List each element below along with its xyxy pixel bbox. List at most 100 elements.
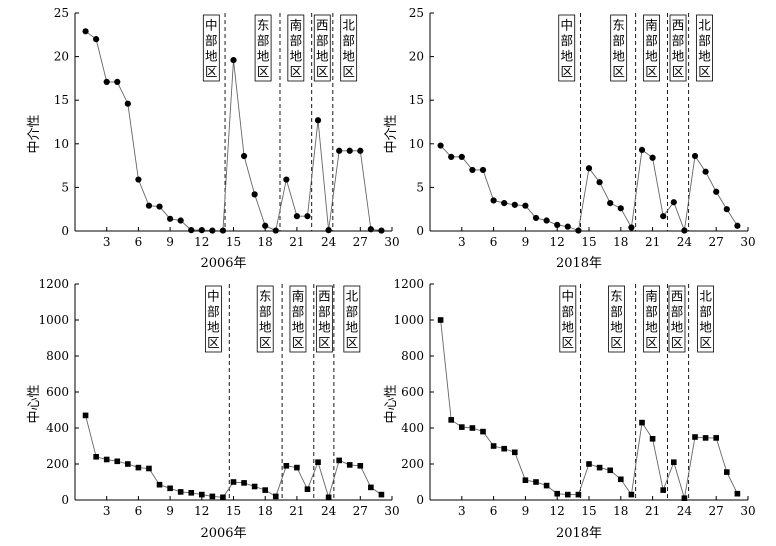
y-tick-label: 0 xyxy=(416,224,424,238)
x-tick-label: 30 xyxy=(384,504,399,518)
data-point xyxy=(543,482,550,489)
data-point xyxy=(512,449,518,456)
region-label: 中部地区 xyxy=(202,14,220,82)
region-label-text: 东部地区 xyxy=(610,289,623,351)
data-point xyxy=(219,227,227,234)
data-point xyxy=(554,221,561,228)
region-label: 中部地区 xyxy=(559,285,577,353)
region-label-text: 东部地区 xyxy=(612,18,625,80)
x-tick-label: 24 xyxy=(321,504,337,518)
data-point xyxy=(177,217,184,224)
data-point xyxy=(691,152,699,160)
data-point xyxy=(145,202,153,209)
data-point xyxy=(692,434,698,440)
data-point xyxy=(378,227,385,234)
chart-bottom-right-centrality-2018: 0 200 400 600 800 1000 1200 3 6 9 12 15 18 21 24 27 30 20… xyxy=(384,277,756,541)
x-tick-label: 30 xyxy=(740,504,755,518)
data-point xyxy=(283,176,290,183)
data-point xyxy=(575,227,582,234)
data-point xyxy=(522,202,529,209)
data-point xyxy=(501,199,508,207)
region-label-text: 中部地区 xyxy=(205,18,218,80)
data-point xyxy=(209,227,216,234)
y-tick-label: 600 xyxy=(46,385,69,399)
data-point xyxy=(533,479,539,485)
chart-bottom-left-centrality-2006: 0 200 400 600 800 1000 1200 3 6 9 12 15 18 21 24 27 30 20… xyxy=(27,277,400,541)
series-line xyxy=(85,415,382,499)
data-point xyxy=(575,491,582,498)
data-point xyxy=(230,479,237,485)
x-axis-label: 2006年 xyxy=(200,256,246,271)
x-tick-label: 9 xyxy=(522,504,530,518)
data-point xyxy=(638,146,646,154)
data-point xyxy=(702,435,709,441)
data-point xyxy=(103,456,110,463)
data-point xyxy=(262,222,269,229)
region-label-box xyxy=(610,14,628,82)
data-point xyxy=(230,56,237,64)
x-tick-label: 12 xyxy=(194,235,209,249)
data-point xyxy=(251,483,258,490)
data-point xyxy=(262,487,268,493)
y-tick-label: 800 xyxy=(401,349,424,363)
series-line xyxy=(440,145,738,232)
region-label-text: 南部地区 xyxy=(645,18,658,80)
data-point xyxy=(220,494,226,501)
x-tick-label: 6 xyxy=(490,235,498,249)
data-point xyxy=(713,435,719,441)
data-point xyxy=(93,454,99,460)
region-label-box xyxy=(340,14,358,82)
y-tick-label: 25 xyxy=(409,6,424,20)
y-axis-label: 中介性 xyxy=(384,114,399,153)
x-tick-label: 27 xyxy=(709,235,724,249)
data-point xyxy=(670,199,677,206)
data-point xyxy=(543,217,550,224)
y-tick-label: 20 xyxy=(54,50,69,64)
x-tick-label: 12 xyxy=(550,235,565,249)
region-label-text: 东部地区 xyxy=(259,289,272,351)
data-point xyxy=(325,227,332,234)
data-point xyxy=(617,205,624,212)
data-point xyxy=(724,469,730,475)
data-point xyxy=(723,206,730,213)
data-point xyxy=(209,493,216,500)
x-tick-label: 24 xyxy=(677,504,693,518)
data-point xyxy=(671,459,677,465)
data-point xyxy=(241,480,247,486)
data-point xyxy=(681,227,688,234)
data-point xyxy=(596,179,603,186)
data-point xyxy=(378,491,385,498)
x-tick-label: 9 xyxy=(166,504,174,518)
chart-top-right-betweenness-2018: 0 5 10 15 20 25 3 6 9 12 15 18 21 24 27 30 2018年 中介性 中部地区 东… xyxy=(384,6,756,271)
data-point xyxy=(607,199,614,207)
region-label-text: 西部地区 xyxy=(672,18,685,80)
data-point xyxy=(156,203,163,210)
region-label-text: 南部地区 xyxy=(290,18,303,80)
data-point xyxy=(702,168,709,175)
region-label: 南部地区 xyxy=(643,285,660,353)
y-tick-label: 10 xyxy=(54,137,69,151)
region-label-text: 东部地区 xyxy=(257,18,270,80)
data-point xyxy=(448,417,454,423)
x-tick-label: 24 xyxy=(677,235,693,249)
data-point xyxy=(283,463,290,469)
data-point xyxy=(346,462,353,468)
region-label: 南部地区 xyxy=(643,14,660,82)
y-tick-label: 10 xyxy=(409,137,424,151)
x-tick-label: 21 xyxy=(289,504,304,518)
region-label: 中部地区 xyxy=(205,285,222,353)
data-point xyxy=(114,78,121,85)
x-tick-label: 24 xyxy=(321,235,337,249)
data-point xyxy=(437,142,444,149)
region-label-text: 中部地区 xyxy=(562,289,575,351)
y-tick-label: 600 xyxy=(401,385,424,399)
data-point xyxy=(734,490,741,497)
data-point xyxy=(490,443,497,449)
region-label-box xyxy=(668,285,686,353)
region-label-text: 北部地区 xyxy=(342,18,355,80)
data-point xyxy=(125,461,131,467)
data-point xyxy=(304,213,311,220)
x-tick-label: 15 xyxy=(581,504,596,518)
y-tick-label: 5 xyxy=(61,180,69,194)
